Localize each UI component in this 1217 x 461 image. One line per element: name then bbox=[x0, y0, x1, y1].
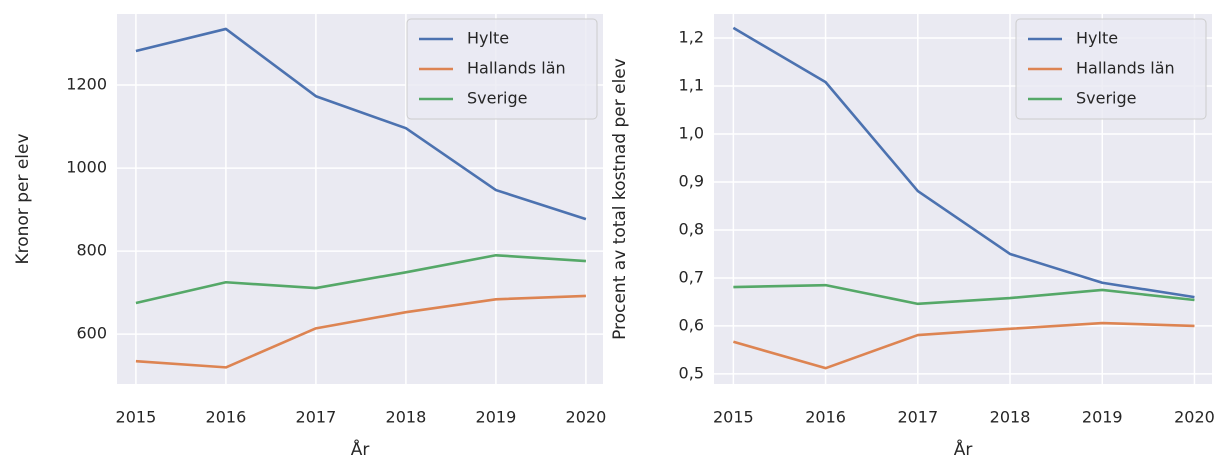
y-tick-label: 0,6 bbox=[679, 315, 704, 334]
x-axis-label: År bbox=[954, 438, 973, 460]
x-tick-label: 2019 bbox=[476, 408, 517, 427]
series-line bbox=[733, 321, 1195, 370]
y-tick-label: 1000 bbox=[66, 158, 107, 177]
series-line bbox=[135, 294, 586, 369]
y-tick-label: 1200 bbox=[66, 75, 107, 94]
legend-box bbox=[406, 18, 598, 120]
x-tick-label: 2020 bbox=[566, 408, 607, 427]
x-tick-label: 2018 bbox=[990, 408, 1031, 427]
y-axis-label: Procent av total kostnad per elev bbox=[610, 58, 630, 340]
x-tick-label: 2015 bbox=[116, 408, 157, 427]
legend-label: Sverige bbox=[1076, 89, 1137, 108]
y-tick-label: 0,8 bbox=[679, 219, 704, 238]
y-tick-label: 800 bbox=[76, 241, 107, 260]
series-line bbox=[733, 283, 1195, 306]
x-tick-label: 2016 bbox=[206, 408, 247, 427]
x-tick-label: 2020 bbox=[1174, 408, 1215, 427]
x-tick-label: 2016 bbox=[805, 408, 846, 427]
legend-label: Hallands län bbox=[1076, 59, 1175, 78]
legend-label: Hylte bbox=[467, 29, 509, 48]
y-tick-label: 1,2 bbox=[679, 27, 704, 46]
x-tick-label: 2017 bbox=[897, 408, 938, 427]
x-axis-label: År bbox=[351, 438, 370, 460]
y-axis-label: Kronor per elev bbox=[13, 133, 33, 264]
legend-label: Sverige bbox=[467, 89, 528, 108]
x-tick-label: 2015 bbox=[713, 408, 754, 427]
series-line bbox=[135, 27, 587, 221]
y-tick-label: 600 bbox=[76, 324, 107, 343]
x-tick-label: 2018 bbox=[386, 408, 427, 427]
y-tick-label: 1,0 bbox=[679, 123, 704, 142]
legend-box bbox=[1015, 18, 1207, 120]
series-line bbox=[135, 253, 586, 305]
series-line bbox=[732, 26, 1195, 299]
legend-label: Hallands län bbox=[467, 59, 566, 78]
x-tick-label: 2019 bbox=[1082, 408, 1123, 427]
legend-label: Hylte bbox=[1076, 29, 1118, 48]
y-tick-label: 0,9 bbox=[679, 171, 704, 190]
y-tick-label: 1,1 bbox=[679, 75, 704, 94]
y-tick-label: 0,7 bbox=[679, 267, 704, 286]
y-tick-label: 0,5 bbox=[679, 363, 704, 382]
x-tick-label: 2017 bbox=[296, 408, 337, 427]
